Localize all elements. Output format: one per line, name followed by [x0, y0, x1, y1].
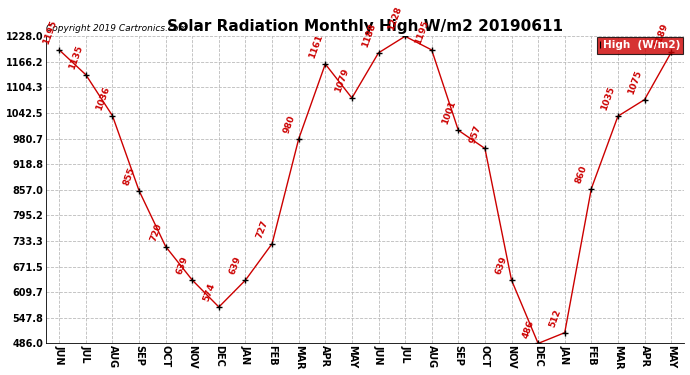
Text: 1161: 1161	[307, 33, 324, 60]
Text: 727: 727	[255, 219, 270, 240]
Text: 639: 639	[228, 255, 243, 276]
Text: 512: 512	[548, 308, 562, 328]
Text: 639: 639	[494, 255, 509, 276]
Text: 1075: 1075	[627, 69, 643, 96]
Text: 1135: 1135	[68, 44, 85, 70]
Text: 860: 860	[574, 164, 589, 184]
Text: 486: 486	[521, 318, 536, 339]
Title: Solar Radiation Monthly High W/m2 20190611: Solar Radiation Monthly High W/m2 201906…	[167, 19, 563, 34]
Text: 1195: 1195	[413, 19, 431, 46]
Text: 1189: 1189	[653, 22, 670, 48]
Text: 639: 639	[175, 255, 190, 276]
Text: 1035: 1035	[600, 86, 617, 112]
Text: 574: 574	[201, 282, 217, 303]
Text: 855: 855	[122, 166, 137, 186]
Text: 980: 980	[282, 114, 297, 135]
Text: 1079: 1079	[334, 67, 351, 94]
Text: 1036: 1036	[95, 85, 111, 112]
Text: 1228: 1228	[387, 6, 404, 32]
Text: 957: 957	[468, 123, 483, 144]
Text: 720: 720	[148, 222, 164, 242]
Legend: High  (W/m2): High (W/m2)	[597, 38, 683, 54]
Text: Copyright 2019 Cartronics.com: Copyright 2019 Cartronics.com	[46, 24, 187, 33]
Text: 1195: 1195	[41, 19, 58, 46]
Text: 1001: 1001	[440, 100, 457, 126]
Text: 1188: 1188	[360, 22, 377, 49]
